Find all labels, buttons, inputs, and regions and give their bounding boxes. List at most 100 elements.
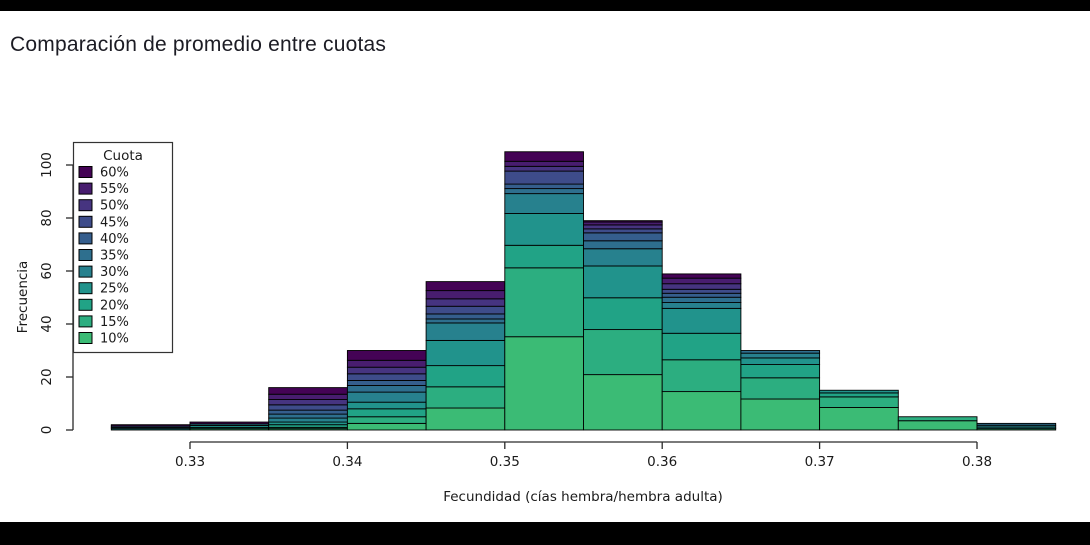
- bar-segment: [740, 364, 821, 379]
- page-title: Comparación de promedio entre cuotas: [10, 33, 387, 56]
- bar-segment: [740, 377, 821, 400]
- legend-entry-label: 35%: [100, 249, 129, 264]
- bar-segment: [346, 359, 427, 368]
- bar-segment: [425, 313, 506, 320]
- y-axis-title: Frecuencia: [15, 261, 31, 334]
- legend-entry-label: 20%: [100, 298, 129, 313]
- bar-segment: [661, 277, 742, 285]
- legend-entry-label: 50%: [100, 199, 129, 214]
- bar-segment: [661, 288, 742, 294]
- bar-segment: [661, 296, 742, 303]
- x-tick-label: 0.34: [332, 454, 362, 470]
- bar-segment: [504, 213, 584, 246]
- bar-segment: [976, 422, 1057, 426]
- y-tick-label: 80: [39, 209, 55, 226]
- bar-segment: [504, 188, 584, 195]
- bar-segment: [346, 350, 427, 361]
- bar-segment: [819, 389, 899, 394]
- bars-group: [110, 151, 1057, 431]
- x-axis: Fecundidad (cías hembra/hembra adulta) 0…: [175, 441, 992, 505]
- bar-segment: [740, 357, 821, 365]
- bar-segment: [268, 417, 348, 423]
- legend-entry-label: 55%: [100, 182, 129, 197]
- bar-segment: [583, 374, 663, 431]
- bar-segment: [268, 393, 348, 400]
- bar-segment: [897, 420, 978, 431]
- bar-segment: [819, 407, 899, 431]
- bar-segment: [425, 281, 506, 292]
- legend-title: Cuota: [103, 148, 143, 164]
- legend-swatch: [78, 282, 93, 295]
- y-axis: Frecuencia 0 20 40 60 80 100: [15, 152, 74, 434]
- bar-segment: [661, 283, 742, 290]
- y-tick-label: 60: [39, 262, 55, 279]
- legend-entry-label: 60%: [100, 166, 129, 181]
- legend-entry-label: 15%: [100, 315, 129, 330]
- legend-entry-label: 25%: [100, 282, 129, 297]
- bar-segment: [504, 151, 584, 162]
- bar-segment: [425, 365, 506, 388]
- bar-segment: [661, 302, 742, 309]
- bar-segment: [583, 329, 663, 376]
- bar-segment: [425, 318, 506, 324]
- x-tick-label: 0.37: [805, 454, 835, 470]
- legend-entry-label: 45%: [100, 215, 129, 230]
- bar-segment: [583, 297, 663, 331]
- bar-segment: [346, 385, 427, 393]
- bar-segment: [583, 228, 663, 234]
- bar-segment: [268, 404, 348, 411]
- bar-segment: [425, 290, 506, 300]
- bar-segment: [583, 232, 663, 242]
- bar-segment: [504, 267, 584, 338]
- legend-swatch: [78, 215, 93, 228]
- bar-segment: [268, 387, 348, 395]
- bar-segment: [504, 165, 584, 172]
- bar-segment: [425, 386, 506, 409]
- legend-swatch: [78, 166, 93, 178]
- x-tick-label: 0.36: [647, 454, 677, 470]
- legend-swatch: [78, 315, 93, 328]
- bar-segment: [346, 373, 427, 381]
- bar-segment: [504, 170, 584, 185]
- bar-segment: [504, 336, 584, 431]
- bar-segment: [346, 379, 427, 386]
- bar-segment: [425, 298, 506, 307]
- bar-segment: [897, 416, 978, 422]
- x-tick-label: 0.35: [490, 454, 520, 470]
- bar-segment: [268, 399, 348, 406]
- legend-swatch: [78, 265, 93, 278]
- bar-segment: [504, 244, 584, 269]
- y-tick-label: 100: [39, 152, 55, 178]
- bar-segment: [661, 292, 742, 298]
- bar-segment: [819, 392, 899, 398]
- bar-segment: [504, 183, 584, 190]
- bar-segment: [425, 407, 506, 431]
- x-tick-label: 0.38: [962, 454, 992, 470]
- bar-segment: [346, 401, 427, 410]
- bar-segment: [661, 391, 742, 431]
- legend-swatch: [78, 332, 93, 344]
- bar-segment: [740, 352, 821, 359]
- y-tick-label: 20: [39, 368, 55, 385]
- legend-entry-label: 30%: [100, 265, 129, 280]
- bar-segment: [661, 273, 742, 279]
- bar-segment: [583, 224, 663, 230]
- bar-segment: [583, 220, 663, 223]
- bar-segment: [661, 359, 742, 393]
- bar-segment: [583, 265, 663, 299]
- x-axis-title: Fecundidad (cías hembra/hembra adulta): [443, 489, 723, 505]
- legend-swatch: [78, 249, 93, 261]
- x-tick-label: 0.33: [175, 454, 205, 470]
- bar-segment: [661, 307, 742, 334]
- bar-segment: [268, 413, 348, 419]
- bar-segment: [346, 391, 427, 403]
- y-tick-label: 40: [39, 315, 55, 332]
- bar-segment: [346, 422, 427, 431]
- legend-entry-label: 40%: [100, 232, 129, 247]
- legend-swatch: [78, 298, 93, 311]
- bar-segment: [583, 248, 663, 267]
- bar-segment: [189, 421, 270, 425]
- legend-swatch: [78, 182, 93, 195]
- bar-segment: [740, 350, 821, 354]
